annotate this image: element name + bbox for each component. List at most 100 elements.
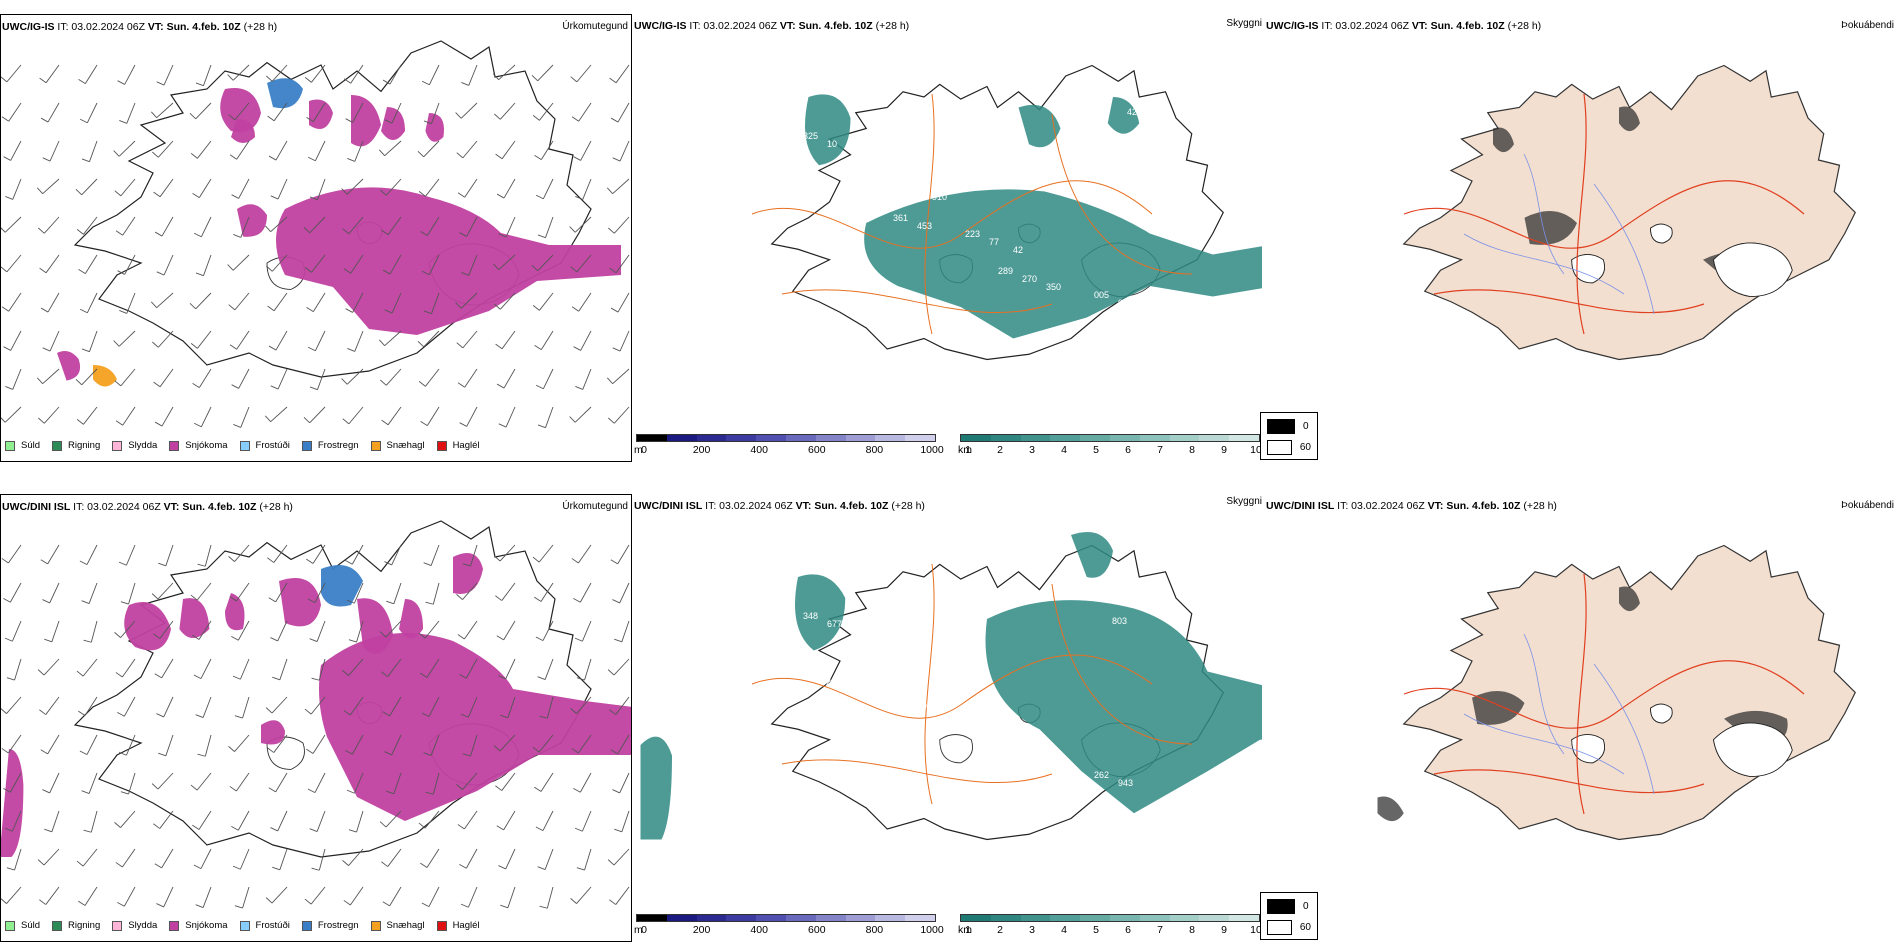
wind-barb-flag [417, 150, 425, 158]
wind-barb-flag [38, 227, 45, 234]
wind-barb [156, 292, 174, 309]
ceiling-value-label: 972 [1079, 99, 1094, 109]
wind-barb-flag [267, 557, 275, 563]
wind-barb-flag [4, 827, 13, 832]
wind-barb-flag [342, 670, 349, 676]
road [781, 759, 1053, 784]
wind-barb-flag [114, 190, 122, 197]
wind-barb [348, 406, 364, 425]
wind-barb [8, 292, 22, 312]
wind-barb-flag [493, 745, 501, 752]
wind-barb [234, 292, 250, 311]
wind-barb [428, 886, 440, 907]
colorbar-tick-label: 6 [1125, 924, 1131, 936]
wind-barb [273, 102, 288, 122]
fog-map-top [1402, 64, 1856, 361]
colorbar-tick-label: 3 [1029, 924, 1035, 936]
wind-barb [503, 178, 516, 199]
wind-barb [240, 216, 250, 238]
wind-barb [242, 696, 250, 719]
wind-barb [157, 582, 174, 600]
wind-barb [195, 292, 212, 310]
colorbar-tick-label: 600 [808, 924, 826, 936]
wind-barb [581, 810, 592, 832]
wind-barb-flag [342, 860, 349, 866]
wind-barb-flag [384, 119, 393, 124]
wind-barb-flag [231, 825, 239, 831]
panel-title: UWC/IG-IS IT: 03.02.2024 06Z VT: Sun. 4.… [634, 20, 910, 32]
legend-swatch [169, 920, 180, 931]
wind-barb-flag [418, 632, 426, 639]
precip-legend-item: Snæhagl [370, 440, 425, 451]
colorbar-tick-label: 1 [965, 924, 971, 936]
wind-barb [314, 140, 326, 161]
precip-map-bottom [1, 520, 631, 909]
wind-barb-flag [537, 676, 546, 680]
wind-barb [462, 582, 478, 600]
wind-barb-flag [195, 904, 204, 908]
precip-legend-item: Frostregn [301, 920, 359, 931]
wind-barb [45, 254, 60, 274]
wind-barb-flag [457, 824, 465, 830]
wind-barb-flag [227, 74, 234, 81]
wind-barb [613, 216, 630, 234]
ceiling-value-label: 426 [1127, 107, 1142, 117]
wind-barb-flag [152, 341, 159, 348]
wind-barb-flag [378, 339, 385, 347]
wind-barb [200, 848, 212, 869]
river [1593, 663, 1655, 795]
wind-barb [197, 140, 212, 159]
wind-barb-flag [571, 558, 579, 564]
wind-barb-flag [537, 234, 546, 239]
colorbar-cells [960, 914, 1260, 922]
ceiling-value-label: 922 [989, 717, 1004, 727]
wind-barb-flag [234, 715, 243, 719]
wind-barb [120, 368, 136, 387]
colorbar-tick-label: 2 [997, 444, 1003, 456]
wind-barb-flag [79, 750, 88, 756]
wind-barb-flag [462, 563, 471, 567]
wind-barb-flag [228, 746, 235, 752]
precip-legend-item: Haglél [436, 920, 480, 931]
wind-barb-flag [496, 193, 505, 199]
wind-barb-flag [423, 752, 432, 756]
wind-barb-flag [614, 638, 622, 643]
wind-barb [348, 848, 364, 866]
wind-barb-flag [38, 417, 45, 424]
field-label-ceiling: Skyggni [1226, 18, 1262, 29]
colorbar-cells [636, 914, 936, 922]
wind-barb [82, 658, 98, 677]
wind-barb [159, 368, 174, 388]
wind-barb [582, 178, 592, 200]
wind-barb [576, 254, 592, 273]
fog-legend-top: 0 60 [1260, 412, 1318, 460]
wind-barb-flag [384, 561, 392, 566]
precip-legend-top: Súld Rigning Slydda Snjókoma Frostúði Frostre… [5, 440, 492, 451]
ceiling-value-label: 289 [998, 266, 1013, 276]
wind-barb [468, 64, 478, 86]
wind-barb [45, 886, 60, 905]
wind-barb [385, 368, 402, 386]
precip-area [351, 95, 382, 147]
wind-barb-flag [496, 635, 504, 641]
wind-barb-flag [266, 265, 273, 272]
wind-barb [464, 810, 478, 830]
wind-barb-flag [460, 713, 469, 718]
wind-barb-flag [5, 385, 13, 390]
panel-title: UWC/DINI ISL IT: 03.02.2024 06Z VT: Sun.… [634, 500, 925, 512]
wind-barb-flag [570, 266, 578, 273]
wind-barb [353, 772, 364, 794]
wind-barb [11, 620, 22, 642]
wind-barb [389, 696, 402, 717]
wind-barb-flag [1, 306, 9, 312]
ceiling-value-label: 777 [764, 632, 779, 642]
wind-barb-flag [309, 638, 318, 642]
colorbar-tick-label: 7 [1157, 444, 1163, 456]
wind-barb-flag [384, 751, 392, 756]
wind-barb [424, 620, 440, 639]
wind-barb-flag [115, 420, 123, 426]
wind-barb [539, 102, 554, 121]
precip-legend-bottom: Súld Rigning Slydda Snjókoma Frostúði Frostre… [5, 920, 492, 931]
wind-barb-flag [607, 669, 615, 676]
wind-barb [279, 848, 288, 870]
